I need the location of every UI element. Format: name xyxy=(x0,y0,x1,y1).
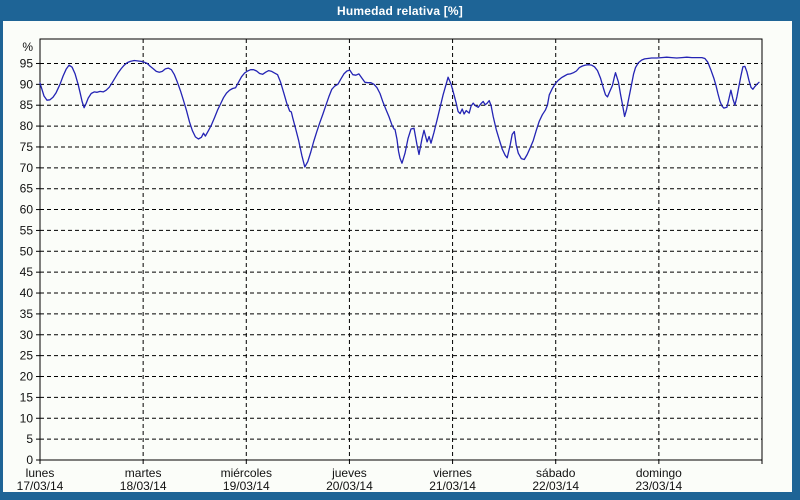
y-tick-label: 10 xyxy=(20,411,34,425)
gridlines xyxy=(40,39,762,460)
y-axis: % 0 5 10 15 20 25 30 35 40 45 50 55 60 65 70 75 80 85 90 95 xyxy=(20,40,40,467)
x-day-date: 19/03/14 xyxy=(223,479,270,492)
window-title-bar: Humedad relativa [%] xyxy=(0,0,800,21)
y-tick-label: 90 xyxy=(20,77,34,91)
x-day-name: lunes xyxy=(26,466,55,480)
x-day-date: 17/03/14 xyxy=(17,479,64,492)
y-tick-label: 70 xyxy=(20,161,34,175)
y-tick-label: 15 xyxy=(20,390,34,404)
y-tick-label: 50 xyxy=(20,244,34,258)
y-tick-label: 85 xyxy=(20,98,34,112)
y-axis-unit-label: % xyxy=(22,40,33,54)
humidity-line-chart: % 0 5 10 15 20 25 30 35 40 45 50 55 60 65 70 75 80 85 90 95 l… xyxy=(17,38,763,492)
x-day-name: jueves xyxy=(331,466,367,480)
y-tick-label: 95 xyxy=(20,56,34,70)
y-tick-label: 35 xyxy=(20,307,34,321)
x-day-date: 20/03/14 xyxy=(326,479,373,492)
y-tick-label: 75 xyxy=(20,140,34,154)
x-day-name: miércoles xyxy=(221,466,272,480)
plot-border xyxy=(39,38,763,461)
x-day-name: sábado xyxy=(536,466,576,480)
x-day-date: 21/03/14 xyxy=(429,479,476,492)
y-tick-label: 0 xyxy=(26,453,33,467)
y-tick-label: 65 xyxy=(20,182,34,196)
y-tick-label: 80 xyxy=(20,119,34,133)
x-day-name: martes xyxy=(125,466,162,480)
y-tick-label: 30 xyxy=(20,328,34,342)
x-day-date: 23/03/14 xyxy=(635,479,682,492)
x-day-name: domingo xyxy=(636,466,682,480)
y-tick-label: 55 xyxy=(20,223,34,237)
y-tick-label: 40 xyxy=(20,286,34,300)
chart-panel: % 0 5 10 15 20 25 30 35 40 45 50 55 60 65 70 75 80 85 90 95 l… xyxy=(3,21,792,492)
y-tick-label: 60 xyxy=(20,203,34,217)
window-title: Humedad relativa [%] xyxy=(336,3,464,18)
humidity-series-line xyxy=(39,56,760,168)
x-day-date: 22/03/14 xyxy=(532,479,579,492)
y-tick-label: 20 xyxy=(20,370,34,384)
y-tick-label: 45 xyxy=(20,265,34,279)
y-tick-label: 5 xyxy=(26,432,33,446)
x-day-name: viernes xyxy=(433,466,472,480)
y-tick-label: 25 xyxy=(20,349,34,363)
x-day-date: 18/03/14 xyxy=(120,479,167,492)
